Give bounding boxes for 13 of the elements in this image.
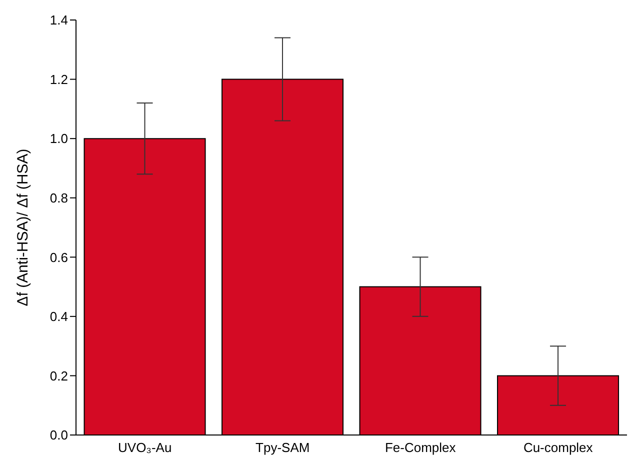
y-tick-label: 1.2 (50, 72, 68, 87)
x-tick-label: UVO₃-Au (118, 440, 172, 456)
y-tick-label: 1.0 (50, 131, 68, 146)
x-tick-label: Fe-Complex (384, 440, 456, 456)
y-tick-label: 0.6 (50, 250, 68, 265)
y-axis-title: Δf (Anti-HSA)/ Δf (HSA) (14, 148, 32, 306)
y-tick-label: 0.0 (50, 428, 68, 443)
y-tick-label: 0.4 (50, 309, 68, 324)
y-tick-label: 0.2 (50, 368, 68, 384)
x-tick-label: Tpy-SAM (256, 440, 310, 456)
y-tick-label: 0.8 (50, 190, 68, 206)
x-tick-label: Cu-complex (523, 440, 594, 456)
y-tick-label: 1.4 (50, 12, 68, 28)
